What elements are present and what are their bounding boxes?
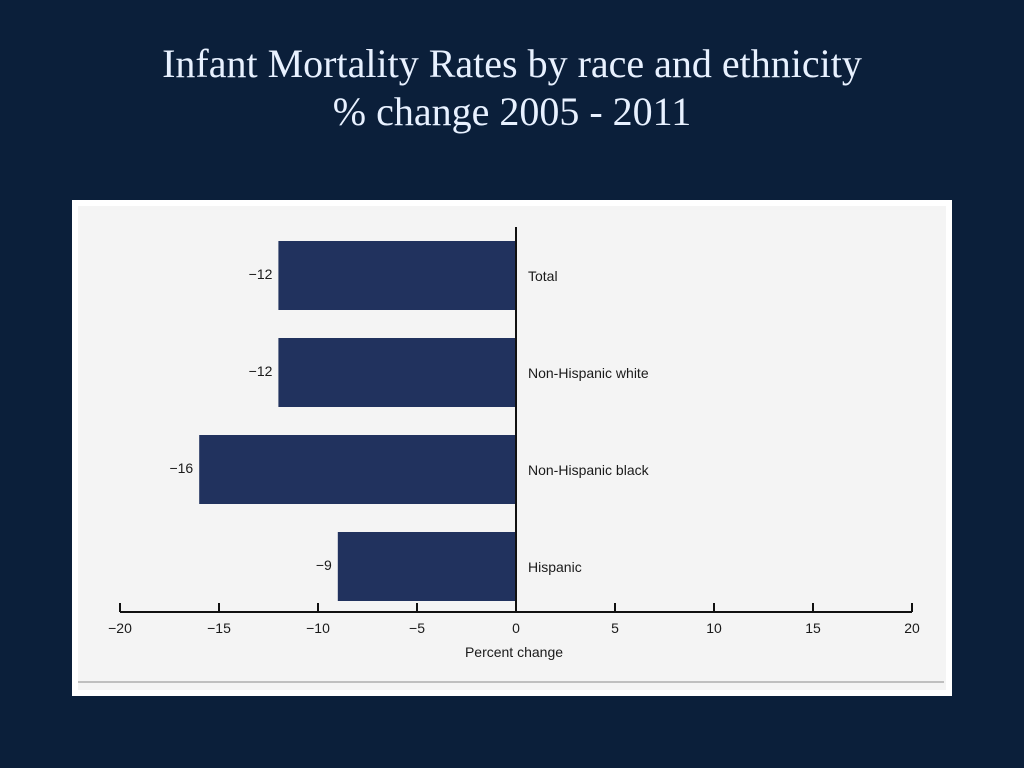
value-label-0: −12 xyxy=(249,266,273,282)
category-label-1: Non-Hispanic white xyxy=(528,365,649,381)
slide-title-line-2: % change 2005 - 2011 xyxy=(332,89,692,134)
bar-1 xyxy=(278,338,516,407)
bar-2 xyxy=(199,435,516,504)
value-label-3: −9 xyxy=(316,557,332,573)
chart-panel: −12 −12 −16 −9 Total Non-Hispanic white Non-H… xyxy=(72,200,952,696)
x-tick-label-3: −5 xyxy=(409,620,425,636)
x-tick-label-1: −15 xyxy=(207,620,231,636)
slide-title-line-1: Infant Mortality Rates by race and ethni… xyxy=(162,41,862,86)
category-labels-group: Total Non-Hispanic white Non-Hispanic blac… xyxy=(528,268,650,575)
x-tick-label-8: 20 xyxy=(904,620,920,636)
bar-3 xyxy=(337,532,516,601)
x-tick-label-6: 10 xyxy=(706,620,722,636)
value-label-1: −12 xyxy=(249,363,273,379)
value-labels-group: −12 −12 −16 −9 xyxy=(169,266,332,573)
x-tick-label-7: 15 xyxy=(805,620,821,636)
bar-chart: −12 −12 −16 −9 Total Non-Hispanic white Non-H… xyxy=(78,227,944,683)
value-label-2: −16 xyxy=(169,460,193,476)
slide-title: Infant Mortality Rates by race and ethni… xyxy=(0,40,1024,136)
category-label-2: Non-Hispanic black xyxy=(528,462,650,478)
x-tick-label-2: −10 xyxy=(306,620,330,636)
category-label-0: Total xyxy=(528,268,558,284)
x-axis-label: Percent change xyxy=(465,644,563,660)
x-tick-label-0: −20 xyxy=(108,620,132,636)
category-label-3: Hispanic xyxy=(528,559,582,575)
bar-0 xyxy=(278,241,516,310)
bars-group xyxy=(199,241,516,601)
x-tick-label-5: 5 xyxy=(611,620,619,636)
x-axis: −20 −15 −10 −5 0 5 10 15 20 xyxy=(108,227,920,636)
x-tick-label-4: 0 xyxy=(512,620,520,636)
